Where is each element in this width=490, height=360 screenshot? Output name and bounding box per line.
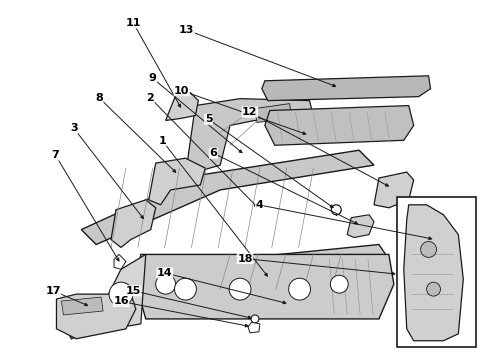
Text: 14: 14 [157,268,172,278]
Circle shape [289,278,311,300]
Text: 11: 11 [125,18,141,28]
Circle shape [330,275,348,293]
Polygon shape [255,104,292,122]
Bar [397,197,476,347]
Polygon shape [81,150,374,244]
Circle shape [427,282,441,296]
Text: 2: 2 [147,93,154,103]
Text: 1: 1 [158,136,166,146]
Circle shape [331,205,341,215]
Text: 5: 5 [205,114,212,124]
Polygon shape [262,76,431,100]
Text: 3: 3 [70,123,77,133]
Text: 8: 8 [95,93,103,103]
Circle shape [229,278,251,300]
Text: 15: 15 [125,286,141,296]
Polygon shape [248,322,260,333]
Polygon shape [111,200,156,247]
Text: 12: 12 [242,107,258,117]
Polygon shape [404,205,464,341]
Polygon shape [374,172,414,208]
Polygon shape [411,200,446,309]
Polygon shape [265,105,414,145]
Polygon shape [149,158,205,205]
Text: 10: 10 [174,86,190,96]
Polygon shape [418,220,439,235]
Polygon shape [185,99,315,175]
Polygon shape [136,255,394,319]
Text: 16: 16 [113,296,129,306]
Polygon shape [101,255,146,329]
Text: 18: 18 [237,253,253,264]
Polygon shape [347,215,374,238]
Text: 13: 13 [179,25,195,35]
Text: 9: 9 [148,73,157,83]
Circle shape [420,242,437,257]
Polygon shape [61,297,103,315]
Polygon shape [114,255,126,269]
Circle shape [109,282,133,306]
Circle shape [174,278,196,300]
Polygon shape [166,93,198,121]
Text: 17: 17 [45,286,61,296]
Polygon shape [61,244,389,339]
Text: 4: 4 [256,200,264,210]
Polygon shape [56,294,136,339]
Circle shape [156,274,175,294]
Text: 7: 7 [51,150,59,160]
Text: 6: 6 [209,148,218,158]
Circle shape [251,315,259,323]
